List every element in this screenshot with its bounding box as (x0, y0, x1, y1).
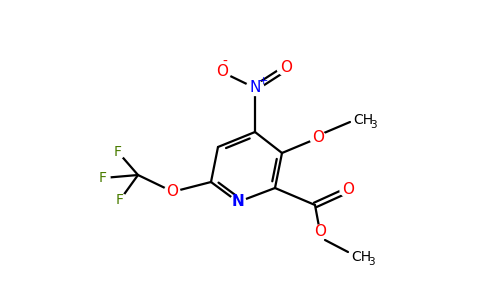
Ellipse shape (113, 194, 127, 206)
Text: O: O (342, 182, 354, 197)
Text: O: O (314, 224, 326, 239)
Ellipse shape (213, 64, 231, 80)
Text: O: O (166, 184, 178, 200)
Text: F: F (116, 193, 124, 207)
Text: 3: 3 (370, 120, 377, 130)
Text: O: O (312, 130, 324, 146)
Ellipse shape (340, 183, 356, 197)
Ellipse shape (277, 61, 295, 76)
Text: CH: CH (351, 250, 371, 264)
Text: N: N (232, 194, 244, 209)
Text: O: O (280, 61, 292, 76)
Ellipse shape (164, 185, 180, 199)
Text: F: F (114, 145, 122, 159)
Text: -: - (223, 55, 227, 69)
Text: O: O (216, 64, 228, 80)
Ellipse shape (246, 80, 264, 95)
Text: +: + (258, 76, 268, 86)
Text: F: F (99, 171, 107, 185)
Ellipse shape (96, 172, 110, 184)
Ellipse shape (111, 146, 125, 158)
Ellipse shape (312, 225, 328, 239)
Text: N: N (249, 80, 261, 95)
Ellipse shape (230, 194, 246, 209)
Text: 3: 3 (368, 257, 375, 267)
Ellipse shape (310, 131, 326, 145)
Text: CH: CH (353, 113, 373, 127)
